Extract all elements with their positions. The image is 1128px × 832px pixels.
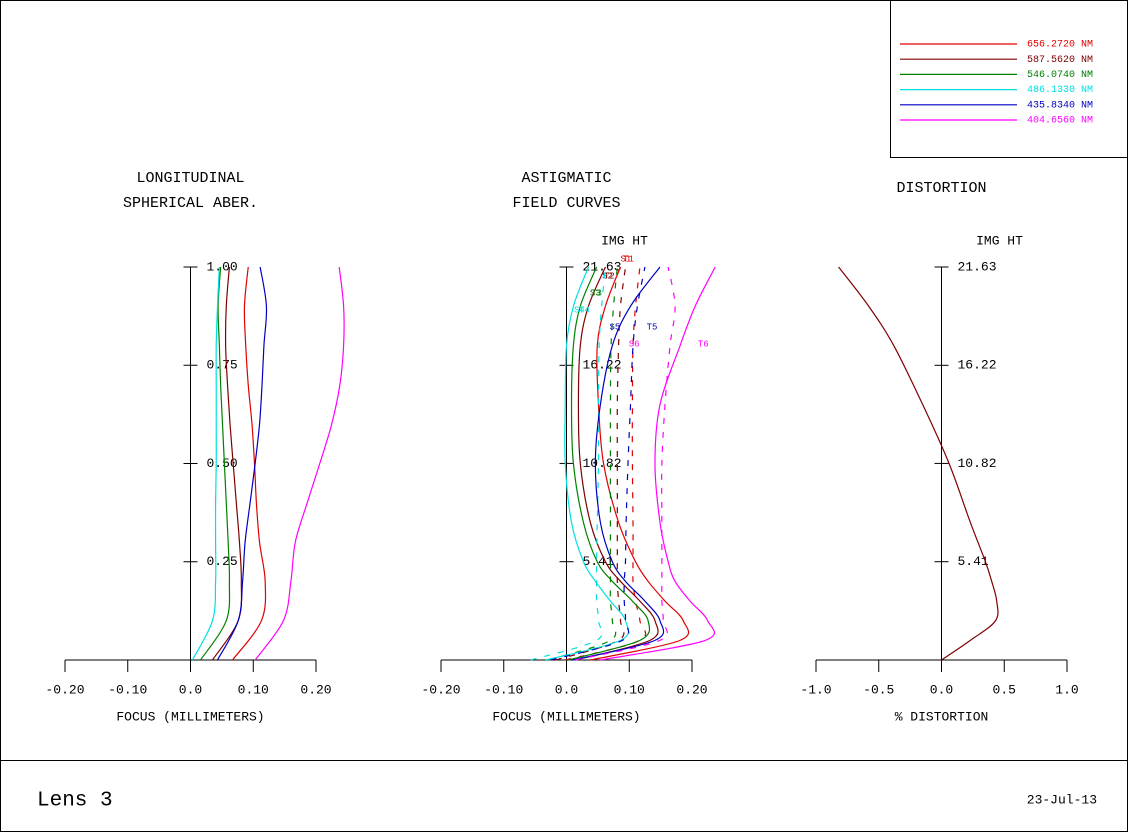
curve-label: S4: [574, 305, 585, 315]
curve: [254, 266, 345, 661]
y-tick-label: 16.22: [958, 358, 997, 373]
curve: [572, 266, 665, 661]
y-tick-label: 21.63: [583, 259, 622, 274]
curve: [575, 266, 676, 661]
x-tick-label: -0.5: [863, 682, 894, 697]
curve: [550, 266, 646, 661]
x-tick-label: 0.0: [555, 682, 578, 697]
x-tick-label: -0.20: [421, 682, 460, 697]
x-axis-label: FOCUS (MILLIMETERS): [492, 709, 640, 724]
curve: [838, 266, 999, 661]
legend-label: 587.5620 NM: [1027, 55, 1093, 66]
curve: [565, 266, 647, 661]
curve-label: S5: [610, 322, 621, 332]
y-tick-label: 10.82: [958, 456, 997, 471]
chart-title: LONGITUDINAL: [136, 170, 244, 187]
curve: [216, 266, 268, 661]
chart-title: ASTIGMATIC: [521, 170, 611, 187]
y-axis-label: IMG HT: [601, 233, 648, 248]
x-tick-label: -0.10: [484, 682, 523, 697]
curve: [600, 266, 716, 661]
legend-label: 404.6560 NM: [1027, 116, 1093, 127]
curve-label: S3: [590, 288, 601, 298]
curve: [545, 266, 630, 661]
x-tick-label: -0.10: [108, 682, 147, 697]
y-tick-label: 21.63: [958, 259, 997, 274]
chart-title: DISTORTION: [896, 180, 986, 197]
x-axis-label: FOCUS (MILLIMETERS): [116, 709, 264, 724]
x-tick-label: 0.0: [930, 682, 953, 697]
curve-label: T5: [647, 322, 658, 332]
curve: [568, 266, 651, 661]
curve-label: S1: [621, 254, 632, 264]
y-axis-label: IMG HT: [976, 233, 1023, 248]
x-tick-label: 0.10: [614, 682, 645, 697]
curve: [575, 266, 659, 661]
legend-label: 435.8340 NM: [1027, 100, 1093, 111]
y-tick-label: 10.82: [583, 456, 622, 471]
curve-label: T2: [604, 271, 615, 281]
curve: [548, 266, 618, 661]
y-tick-label: 0.25: [207, 554, 238, 569]
legend-label: 656.2720 NM: [1027, 40, 1093, 51]
curve-label: T4: [579, 305, 590, 315]
chart-title: SPHERICAL ABER.: [123, 195, 258, 212]
curve-label: T1: [623, 254, 634, 264]
date: 23-Jul-13: [1027, 792, 1097, 807]
x-tick-label: -0.20: [45, 682, 84, 697]
x-tick-label: 0.20: [300, 682, 331, 697]
curve-label: T3: [591, 288, 602, 298]
legend-label: 486.1330 NM: [1027, 85, 1093, 96]
x-axis-label: % DISTORTION: [895, 709, 989, 724]
x-tick-label: 0.20: [676, 682, 707, 697]
y-tick-label: 16.22: [583, 358, 622, 373]
x-tick-label: 1.0: [1055, 682, 1078, 697]
y-tick-label: 0.75: [207, 358, 238, 373]
x-tick-label: 0.0: [179, 682, 202, 697]
lens-name: Lens 3: [37, 790, 113, 813]
curve-label: S6: [629, 339, 640, 349]
curve: [530, 266, 607, 661]
curve: [191, 266, 220, 661]
x-tick-label: 0.5: [993, 682, 1016, 697]
x-tick-label: -1.0: [800, 682, 831, 697]
curve: [200, 266, 231, 661]
legend-label: 546.0740 NM: [1027, 70, 1093, 81]
y-tick-label: 1.00: [207, 259, 238, 274]
y-tick-label: 0.50: [207, 456, 238, 471]
x-tick-label: 0.10: [238, 682, 269, 697]
curve-label: T6: [698, 339, 709, 349]
curve: [232, 266, 267, 661]
y-tick-label: 5.41: [583, 554, 614, 569]
chart-title: FIELD CURVES: [512, 195, 620, 212]
curve-label: S2: [602, 271, 613, 281]
y-tick-label: 5.41: [958, 554, 989, 569]
curve: [555, 266, 627, 661]
curve: [590, 266, 690, 661]
